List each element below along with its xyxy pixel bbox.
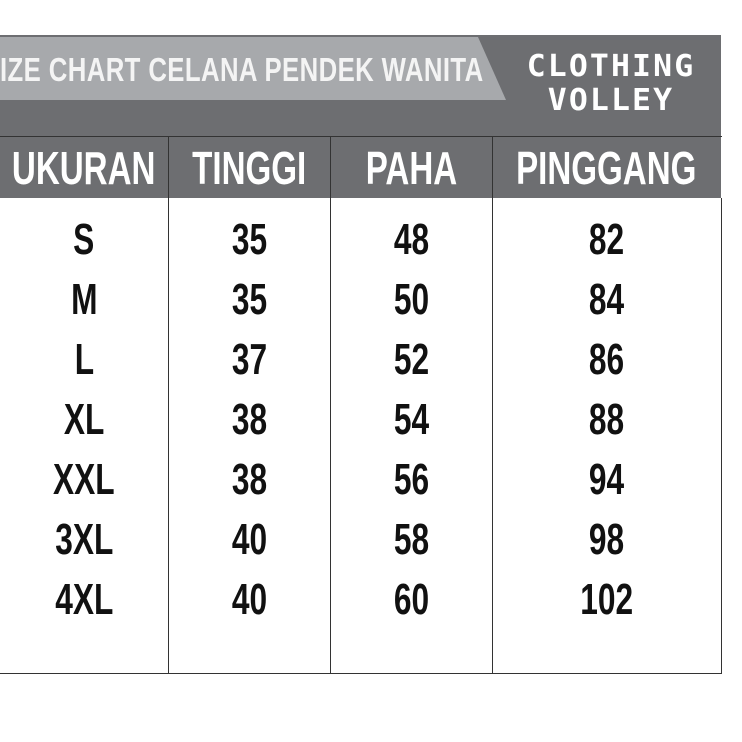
- table-cell: 54: [330, 390, 492, 450]
- cell-value: 82: [588, 215, 625, 264]
- cell-value: 94: [588, 455, 625, 504]
- title-banner: [0, 37, 506, 100]
- table-cell: 40: [168, 510, 330, 570]
- cell-value: 84: [588, 275, 625, 324]
- table-cell: 58: [330, 510, 492, 570]
- column-divider: [492, 137, 493, 673]
- cell-value: 48: [393, 215, 429, 264]
- table-cell: 40: [168, 570, 330, 630]
- cell-value: 37: [231, 335, 267, 384]
- table-cell: XL: [0, 390, 168, 450]
- table-cell: 60: [330, 570, 492, 630]
- column-header: PAHA: [330, 137, 492, 198]
- table-cell: 3XL: [0, 510, 168, 570]
- cell-value: 3XL: [54, 515, 114, 564]
- table-cell: 56: [330, 450, 492, 510]
- cell-value: XXL: [53, 455, 115, 504]
- table-cell: 82: [492, 210, 721, 270]
- cell-value: 56: [393, 455, 429, 504]
- table-body: [0, 198, 722, 674]
- table-cell: 84: [492, 270, 721, 330]
- table-cell: M: [0, 270, 168, 330]
- cell-value: 86: [588, 335, 625, 384]
- table-cell: L: [0, 330, 168, 390]
- cell-value: 60: [393, 575, 429, 624]
- column-header: TINGGI: [168, 137, 330, 198]
- logo-line-2: VOLLEY: [547, 83, 675, 118]
- column-divider: [330, 137, 331, 673]
- table-cell: 94: [492, 450, 721, 510]
- cell-value: 4XL: [54, 575, 114, 624]
- table-cell: 98: [492, 510, 721, 570]
- column-header-label: TINGGI: [191, 141, 307, 194]
- logo-line-1: CLOTHING: [526, 49, 696, 84]
- table-cell: 50: [330, 270, 492, 330]
- divider: [0, 136, 722, 137]
- column-header-label: PINGGANG: [516, 141, 697, 194]
- cell-value: 38: [231, 395, 267, 444]
- table-cell: 52: [330, 330, 492, 390]
- cell-value: XL: [63, 395, 105, 444]
- cell-value: 35: [231, 215, 267, 264]
- cell-value: 50: [393, 275, 429, 324]
- column-header: UKURAN: [0, 137, 168, 198]
- cell-value: 98: [588, 515, 625, 564]
- brand-logo: CLOTHING VOLLEY: [505, 50, 717, 118]
- column-header: PINGGANG: [492, 137, 721, 198]
- table-cell: 35: [168, 270, 330, 330]
- table-cell: 37: [168, 330, 330, 390]
- chart-title: IZE CHART CELANA PENDEK WANITA: [0, 51, 484, 88]
- table-cell: 35: [168, 210, 330, 270]
- table-cell: 48: [330, 210, 492, 270]
- table-cell: XXL: [0, 450, 168, 510]
- table-cell: 38: [168, 450, 330, 510]
- table-cell: 86: [492, 330, 721, 390]
- cell-value: 52: [393, 335, 429, 384]
- column-header-label: UKURAN: [12, 141, 156, 194]
- table-cell: S: [0, 210, 168, 270]
- cell-value: S: [73, 215, 95, 264]
- cell-value: 102: [580, 575, 633, 624]
- cell-value: 40: [231, 575, 267, 624]
- cell-value: 88: [588, 395, 625, 444]
- table-cell: 102: [492, 570, 721, 630]
- column-header-label: PAHA: [365, 141, 457, 194]
- table-cell: 88: [492, 390, 721, 450]
- cell-value: M: [70, 275, 98, 324]
- table-cell: 38: [168, 390, 330, 450]
- cell-value: 54: [393, 395, 429, 444]
- table-cell: 4XL: [0, 570, 168, 630]
- cell-value: 38: [231, 455, 267, 504]
- cell-value: 58: [393, 515, 429, 564]
- cell-value: 35: [231, 275, 267, 324]
- cell-value: 40: [231, 515, 267, 564]
- cell-value: L: [74, 335, 94, 384]
- column-divider: [168, 137, 169, 673]
